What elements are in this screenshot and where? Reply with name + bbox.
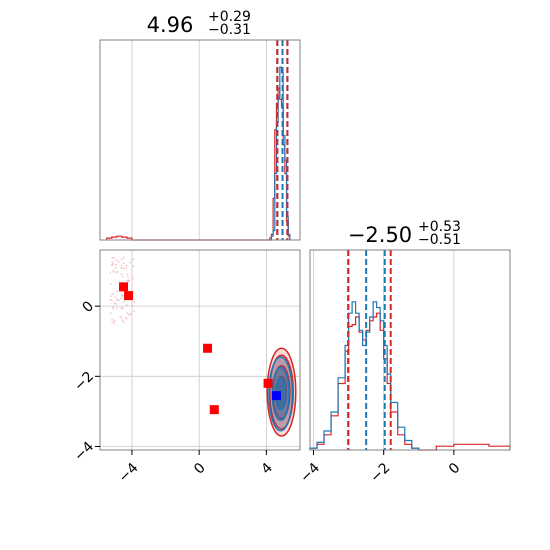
sample-dot [129, 261, 131, 264]
sample-dot [109, 312, 112, 315]
x-tick-label-param1: 0 [191, 460, 209, 478]
sample-dot [115, 263, 118, 266]
sample-dot [120, 258, 123, 261]
panel-frame-right [309, 249, 511, 451]
sample-dot [120, 273, 123, 276]
sample-dot [125, 264, 128, 267]
sample-dot [129, 313, 131, 316]
sample-dot [109, 298, 112, 301]
sample-dot [119, 315, 122, 318]
sample-dot [115, 298, 118, 301]
sample-dot [117, 298, 120, 301]
sample-dot [113, 302, 116, 305]
sample-dot [124, 317, 127, 319]
sample-dot [113, 322, 116, 325]
sample-dot [122, 267, 125, 270]
panel-frame-joint [99, 249, 301, 451]
sample-dot [115, 259, 118, 261]
sample-dot [117, 260, 120, 263]
histogram-red-param1 [106, 87, 291, 241]
title-param1-upper: +0.29 [208, 9, 251, 25]
sample-dot [120, 264, 123, 267]
sample-dot [130, 258, 133, 261]
sample-dot [109, 282, 112, 285]
marker-red [124, 291, 134, 301]
marker-red [263, 378, 273, 388]
y-tick-label-param2: −4 [71, 439, 97, 465]
sample-dot [116, 290, 119, 293]
sample-dot [122, 256, 125, 259]
sample-dot [114, 267, 117, 270]
sample-dot [111, 264, 113, 266]
title-param1-lower: −0.31 [208, 22, 251, 38]
sample-dot [126, 273, 129, 276]
sample-dot [111, 321, 114, 324]
sample-dot [113, 271, 115, 274]
title-param2-upper: +0.53 [418, 219, 461, 235]
x-tick-label-param2: −2 [367, 460, 393, 486]
x-tick-label-param1: −4 [116, 460, 142, 486]
sample-dot [126, 312, 128, 315]
title-param2-value: −2.50 [348, 223, 412, 247]
sample-dot [133, 310, 136, 312]
x-tick-label-param2: −4 [297, 460, 323, 486]
sample-dot [126, 304, 128, 306]
sample-dot [125, 267, 127, 270]
sample-dot [127, 280, 130, 282]
sample-dot [123, 321, 125, 323]
title-param1-value: 4.96 [147, 13, 194, 37]
sample-dot [112, 307, 115, 310]
marker-red [119, 282, 129, 292]
sample-dot [122, 294, 125, 297]
sample-dot [111, 318, 114, 321]
x-tick-label-param1: 4 [258, 460, 276, 478]
sample-dot [121, 319, 124, 322]
histogram-red-param2 [309, 312, 511, 451]
sample-dot [120, 266, 123, 269]
sample-dot [120, 316, 123, 319]
histogram-blue-param2 [309, 301, 420, 450]
sample-dot [109, 272, 112, 275]
sample-dot [111, 256, 114, 259]
sample-dot [113, 257, 116, 259]
sample-dot [120, 293, 123, 296]
x-tick-label-param2: 0 [446, 460, 464, 478]
marker-red [203, 343, 213, 353]
histogram-blue-param1 [269, 66, 291, 241]
marker-red [209, 405, 219, 415]
sample-dot [132, 277, 134, 280]
sample-dot [112, 293, 115, 295]
sample-dot [115, 307, 118, 309]
contour-group [266, 347, 297, 437]
sample-dot [120, 297, 123, 300]
sample-dot [122, 300, 125, 303]
sample-dot [121, 307, 123, 309]
panel-frame-top [99, 39, 301, 241]
sample-dot [127, 276, 129, 279]
sample-dot [132, 265, 135, 268]
y-tick-label-param2: 0 [80, 298, 98, 316]
sample-dot [132, 258, 135, 260]
sample-dot [114, 296, 117, 299]
sample-dot [122, 262, 125, 265]
sample-dot [113, 320, 116, 323]
sample-dot [110, 299, 113, 301]
sample-dot [110, 295, 113, 298]
title-param2-lower: −0.51 [418, 232, 461, 248]
sample-dot [112, 269, 115, 272]
sample-dot [112, 262, 115, 265]
marker-blue [271, 391, 281, 401]
sample-dot [121, 275, 124, 278]
sample-dot [131, 305, 134, 307]
sample-dot [115, 271, 118, 274]
sample-dot [133, 301, 136, 303]
y-tick-label-param2: −2 [71, 369, 97, 395]
sample-dot [111, 261, 113, 263]
